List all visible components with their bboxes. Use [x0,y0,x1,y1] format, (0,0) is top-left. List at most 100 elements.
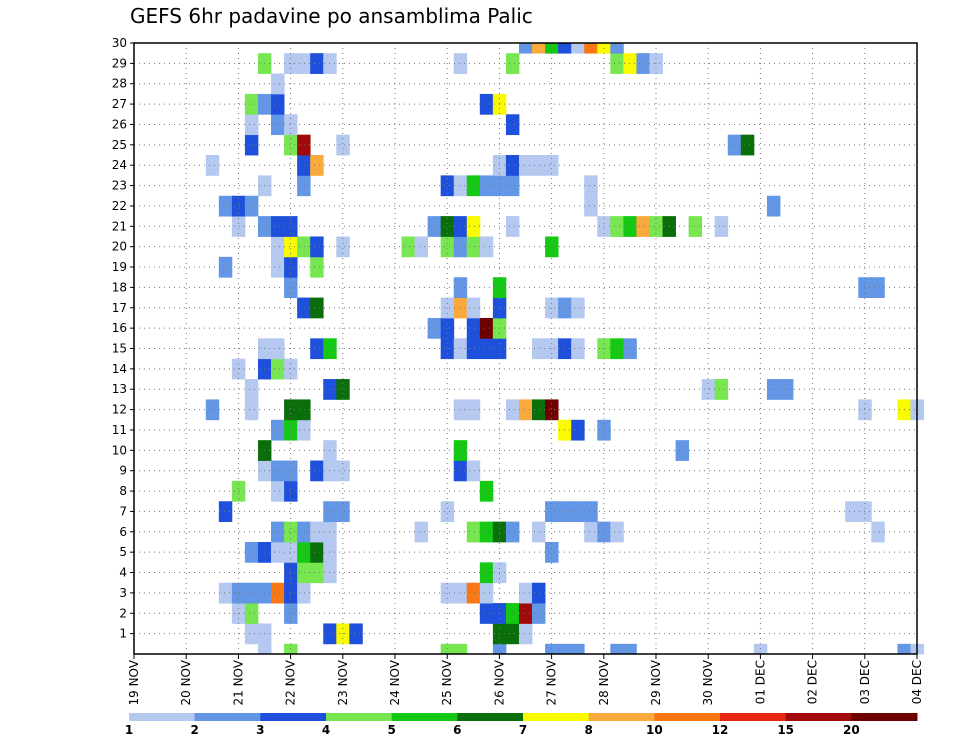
legend-swatch [654,713,721,721]
x-tick-label: 25 NOV [440,659,454,705]
heatmap-cell [597,521,611,543]
heatmap-cell [271,338,285,360]
heatmap-cell [714,379,729,400]
heatmap-cell [545,155,559,176]
heatmap-cell [310,562,324,584]
heatmap-cell [284,399,298,421]
heatmap-cell [845,501,859,523]
heatmap-cell [244,195,259,217]
heatmap-cell [636,216,650,237]
heatmap-cell [558,643,572,655]
heatmap-cell [440,643,455,655]
heatmap-cell [284,277,298,298]
heatmap-cell [440,501,455,523]
heatmap-cell [584,195,598,217]
heatmap-cell [297,521,311,543]
heatmap-cell [466,216,481,237]
heatmap-cell [597,419,611,441]
heatmap-cell [440,175,455,197]
heatmap-cell [231,216,246,237]
y-tick-label: 10 [112,443,127,457]
heatmap-cell [453,236,468,258]
heatmap-cell [453,338,468,360]
heatmap-cell [244,134,259,156]
heatmap-cell [231,195,246,217]
x-tick-label: 23 NOV [336,659,350,705]
heatmap-cell [310,541,324,563]
heatmap-cell [453,399,468,421]
heatmap-cell [310,236,324,258]
heatmap-cell [453,175,468,197]
heatmap-cell [310,460,324,482]
heatmap-cell [571,338,585,360]
heatmap-cell [244,379,259,400]
x-tick-label: 20 NOV [179,659,193,705]
heatmap-cell [584,501,598,523]
legend-label: 3 [256,723,264,737]
heatmap-cell [231,358,246,380]
heatmap-cell [284,419,298,441]
y-axis: 1234567891011121314151617181920212223242… [112,36,134,641]
heatmap-cell [532,43,546,54]
legend-label: 15 [777,723,794,737]
heatmap-cell [505,603,520,624]
heatmap-cell [271,480,285,502]
heatmap-cell [284,480,298,502]
heatmap-cell [244,582,259,604]
heatmap-cell [505,155,520,176]
heatmap-cell [479,93,494,115]
heatmap-cell [466,338,481,360]
heatmap-cell [584,175,598,197]
heatmap-cell [545,643,559,655]
heatmap-cell [244,93,259,115]
heatmap-cell [505,216,520,237]
x-tick-label: 26 NOV [492,659,506,705]
y-tick-label: 9 [119,464,127,478]
y-tick-label: 8 [119,484,127,498]
heatmap-cell [466,460,481,482]
y-tick-label: 28 [112,77,127,91]
legend-swatch [326,713,393,721]
heatmap-cell [297,134,311,156]
heatmap-cell [492,643,507,655]
heatmap-cell [623,216,637,237]
heatmap-cell [336,460,350,482]
heatmap-cell [453,643,468,655]
heatmap-cell [571,643,585,655]
heatmap-cell [284,236,298,258]
y-tick-label: 29 [112,56,127,70]
heatmap-cell [858,399,872,421]
y-tick-label: 18 [112,280,127,294]
x-tick-label: 03 DEC [858,660,872,704]
legend-label: 20 [843,723,860,737]
heatmap-cell [740,134,755,156]
heatmap-cell [297,175,311,197]
legend-swatch [588,713,655,721]
heatmap-cell [518,399,533,421]
x-tick-label: 30 NOV [701,659,715,705]
legend-swatch [523,713,590,721]
heatmap-cell [584,521,598,543]
heatmap-cell [623,643,637,655]
y-tick-label: 20 [112,240,127,254]
x-axis: 19 NOV 20 NOV 21 NOV 22 NOV 23 NOV 24 NOV 25 N… [127,654,924,706]
heatmap-cell [466,317,481,339]
heatmap-cell [675,440,690,461]
y-tick-label: 4 [119,566,127,580]
legend-label: 4 [322,723,330,737]
legend-swatch [720,713,787,721]
heatmap-cell [271,216,285,237]
heatmap-cell [753,643,768,655]
heatmap-cell [532,521,546,543]
heatmap-cell [871,521,885,543]
heatmap-cell [218,582,233,604]
legend-label: 10 [646,723,663,737]
heatmap-cell [257,643,272,655]
heatmap-cell [310,297,324,319]
heatmap-cell [466,521,481,543]
heatmap-cell [271,541,285,563]
heatmap-cell [532,603,546,624]
heatmap-cell [336,379,350,400]
heatmap-cell [284,256,298,278]
x-tick-label: 28 NOV [597,659,611,705]
